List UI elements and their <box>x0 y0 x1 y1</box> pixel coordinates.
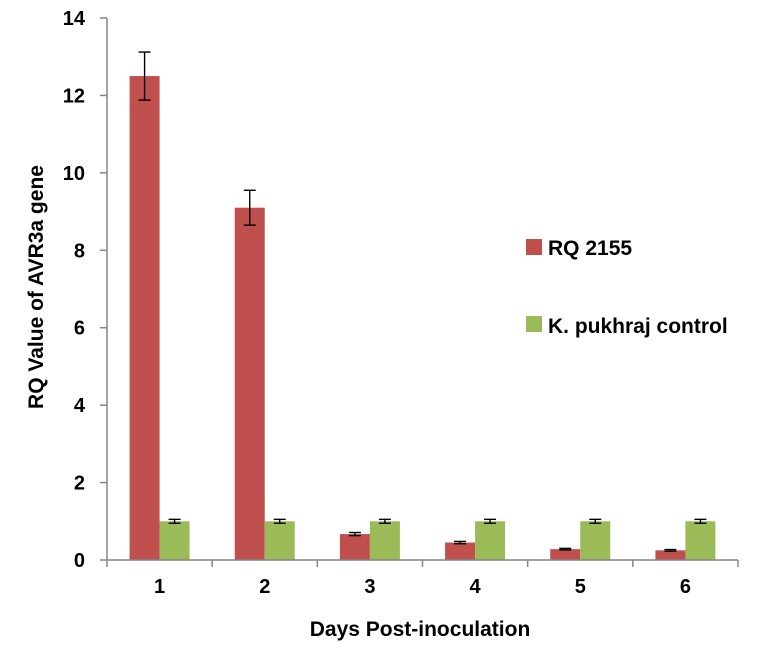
error-bar-rq-2155-day-4 <box>454 540 467 545</box>
error-bar-rq-2155-day-6 <box>664 548 677 552</box>
y-tick-label: 12 <box>63 85 85 107</box>
bar-marks <box>129 76 716 561</box>
error-bars <box>138 51 707 552</box>
legend-swatch-k-pukhraj-control <box>526 316 542 332</box>
bar-rq-2155-day-1 <box>129 76 160 561</box>
error-bar-rq-2155-day-5 <box>559 547 572 551</box>
error-bar-rq-2155-day-1 <box>138 51 151 101</box>
y-tick-label: 4 <box>74 395 86 417</box>
x-axis-title: Days Post-inoculation <box>310 618 531 641</box>
x-tick-label: 5 <box>575 576 586 598</box>
y-tick-label: 6 <box>74 318 85 340</box>
error-bar-rq-2155-day-3 <box>348 531 361 537</box>
y-axis-title: RQ Value of AVR3a gene <box>25 165 48 409</box>
y-tick-label: 0 <box>74 550 85 572</box>
x-axis-ticks: 1 2 3 4 5 6 <box>106 560 739 598</box>
x-tick-label: 1 <box>154 576 165 598</box>
bar-k-pukhraj-control-day-6 <box>685 521 716 560</box>
legend-label-k-pukhraj-control: K. pukhraj control <box>548 315 728 338</box>
bar-k-pukhraj-control-day-1 <box>159 521 190 560</box>
legend-label-rq-2155: RQ 2155 <box>548 237 632 260</box>
y-tick-label: 14 <box>63 8 86 30</box>
x-tick-label: 6 <box>680 576 691 598</box>
bar-k-pukhraj-control-day-4 <box>475 521 506 560</box>
bar-rq-2155-day-2 <box>234 207 265 560</box>
bar-k-pukhraj-control-day-5 <box>580 521 611 560</box>
y-tick-label: 10 <box>63 163 85 185</box>
legend-swatch-rq-2155 <box>526 239 542 255</box>
chart-legend: RQ 2155 K. pukhraj control <box>526 237 728 338</box>
bar-rq-2155-day-6 <box>655 550 686 560</box>
error-bar-k-pukhraj-control-day-2 <box>273 518 286 524</box>
error-bar-k-pukhraj-control-day-4 <box>484 518 497 524</box>
x-tick-label: 4 <box>470 576 482 598</box>
bar-k-pukhraj-control-day-2 <box>264 521 295 560</box>
error-bar-k-pukhraj-control-day-1 <box>168 518 181 524</box>
error-bar-k-pukhraj-control-day-3 <box>378 518 391 524</box>
y-tick-label: 8 <box>74 240 85 262</box>
x-tick-label: 2 <box>259 576 270 598</box>
y-tick-label: 2 <box>74 473 85 495</box>
error-bar-k-pukhraj-control-day-5 <box>589 518 602 524</box>
x-tick-label: 3 <box>364 576 375 598</box>
bar-rq-2155-day-5 <box>550 549 581 560</box>
bar-rq-2155-day-4 <box>445 542 476 560</box>
bar-rq-2155-day-3 <box>339 534 370 560</box>
bar-k-pukhraj-control-day-3 <box>369 521 400 560</box>
y-axis-ticks: 0 2 4 6 8 10 12 14 <box>63 8 107 572</box>
error-bar-rq-2155-day-2 <box>243 189 256 226</box>
error-bar-k-pukhraj-control-day-6 <box>694 518 707 524</box>
